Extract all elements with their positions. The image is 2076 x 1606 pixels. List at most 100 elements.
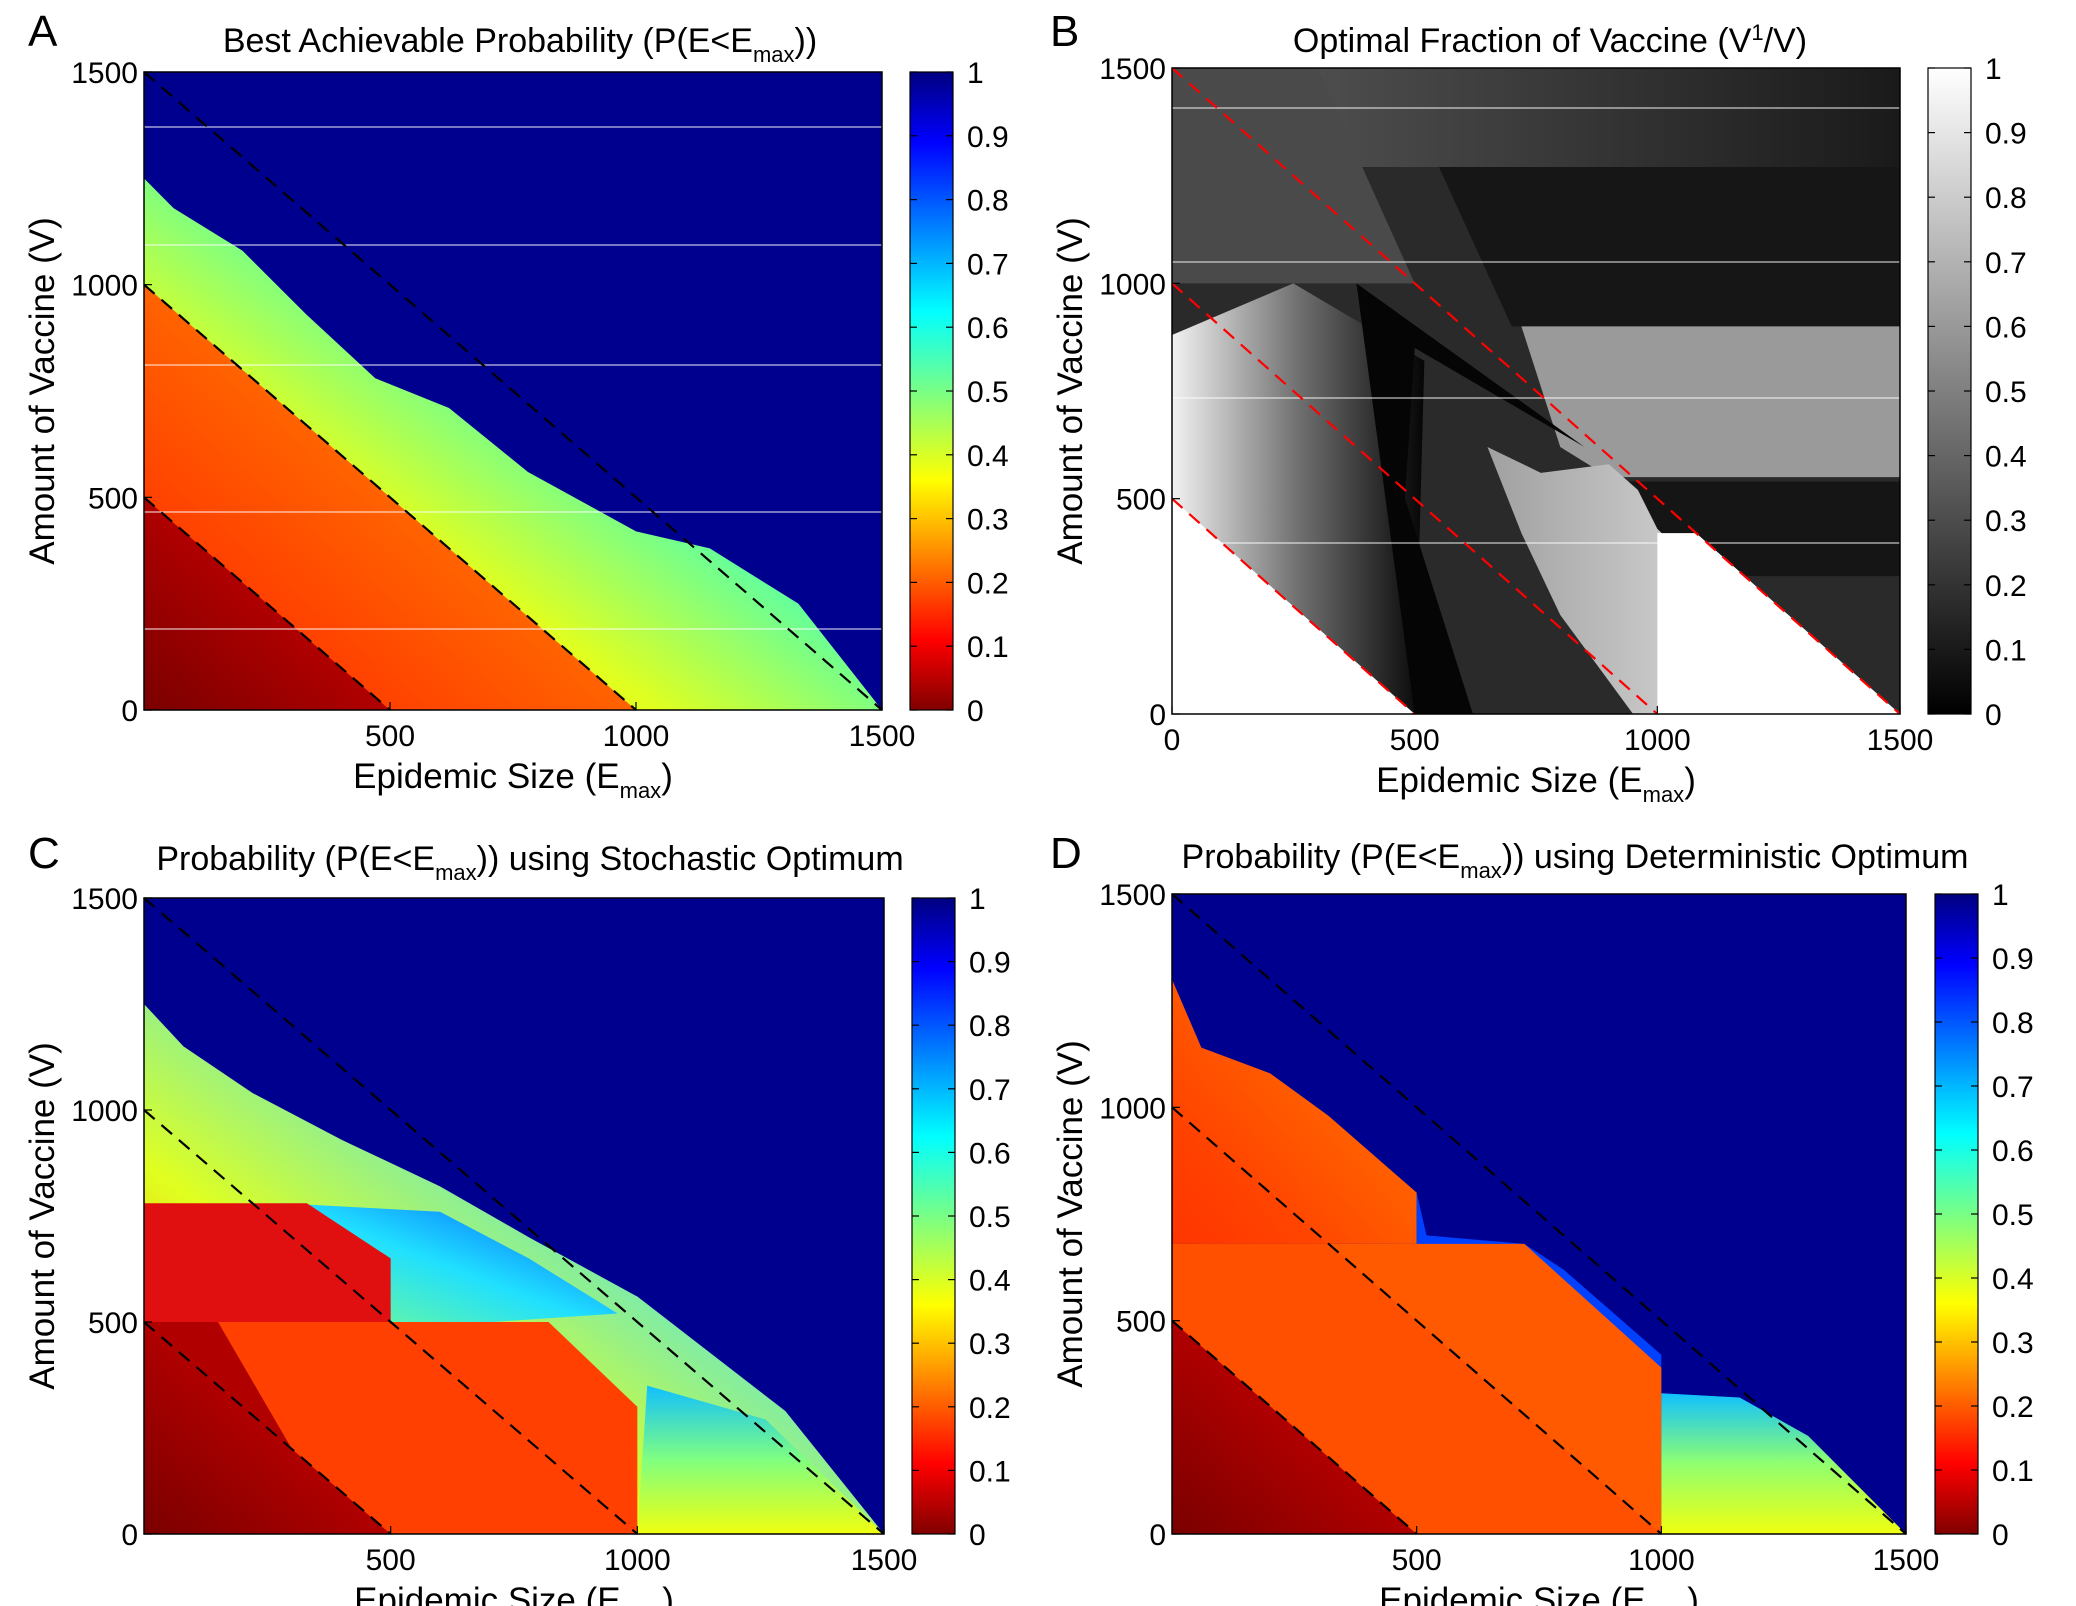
colorbar-tick-label: 0.9 — [1992, 943, 2034, 976]
colorbar-tick-label: 0.7 — [969, 1074, 1011, 1107]
colorbar-tick-label: 0.4 — [1985, 441, 2027, 474]
x-axis-label: Epidemic Size (Emax) — [1379, 1581, 1699, 1606]
colorbar-tick-label: 0 — [1992, 1519, 2009, 1552]
x-tick-label: 1500 — [849, 720, 916, 753]
axes-frame — [1171, 67, 1901, 715]
x-tick-label: 1000 — [603, 720, 670, 753]
colorbar-tick-label: 0.3 — [967, 504, 1009, 537]
panel-d: D Probability (P(E<Emax)) using Determini… — [1050, 829, 2034, 1606]
y-tick-label: 1500 — [1099, 879, 1166, 912]
panel-letter: D — [1050, 829, 1082, 878]
reference-line-2 — [1171, 282, 1659, 715]
colorbar-tick-label: 1 — [1985, 53, 2002, 86]
colorbar-tick-label: 0.1 — [1985, 634, 2027, 667]
colorbar — [911, 897, 956, 1535]
colorbar-tick-label: 0.4 — [969, 1265, 1011, 1298]
x-tick-label: 0 — [1164, 724, 1181, 757]
panel-b: B Optimal Fraction of Vaccine (V1/V) 0 0.1 0… — [1050, 7, 2027, 807]
colorbar-tick-label: 0.3 — [1992, 1327, 2034, 1360]
reference-line-3 — [1171, 67, 1901, 715]
panel-letter: A — [28, 7, 58, 56]
reference-line-3 — [143, 897, 885, 1535]
colorbar-tick-label: 0.6 — [1985, 311, 2027, 344]
colorbar-tick-label: 0.6 — [1992, 1135, 2034, 1168]
reference-line-2 — [143, 283, 637, 711]
axes-frame — [143, 71, 883, 711]
colorbar-tick-label: 1 — [967, 57, 984, 90]
x-tick-label: 500 — [365, 720, 415, 753]
x-tick-label: 1000 — [1624, 724, 1691, 757]
region-yellow-strip — [637, 1385, 884, 1534]
reference-line-2 — [143, 1109, 639, 1535]
region-upper-left — [1172, 979, 1417, 1244]
y-tick-label: 1500 — [71, 883, 138, 916]
colorbar-tick-label: 0.5 — [1985, 376, 2027, 409]
reference-line-3 — [143, 71, 883, 711]
colorbar-tick-label: 0.6 — [969, 1137, 1011, 1170]
panel-title-a: Best Achievable Probability (P(E<Emax)) — [223, 22, 817, 67]
x-axis-label: Epidemic Size (Emax) — [1376, 761, 1696, 807]
colorbar-tick-label: 0.4 — [967, 440, 1009, 473]
y-tick-label: 0 — [1149, 1519, 1166, 1552]
colorbar-tick-label: 0.9 — [1985, 118, 2027, 151]
x-tick-label: 500 — [1392, 1544, 1442, 1577]
y-tick-label: 1000 — [71, 270, 138, 303]
y-axis-label: Amount of Vaccine (V) — [23, 217, 62, 565]
band-top — [1172, 68, 1900, 168]
reference-line-1 — [1171, 1319, 1418, 1535]
colorbar-tick-label: 0.2 — [969, 1392, 1011, 1425]
panel-letter: C — [28, 829, 60, 878]
colorbar-tick-label: 0.5 — [967, 376, 1009, 409]
colorbar-tick-label: 0.5 — [1992, 1199, 2034, 1232]
y-tick-label: 500 — [1116, 1306, 1166, 1339]
colorbar-tick-label: 0.8 — [967, 185, 1009, 218]
x-tick-label: 500 — [366, 1544, 416, 1577]
x-tick-label: 500 — [1390, 724, 1440, 757]
colorbar-tick-label: 0.4 — [1992, 1263, 2034, 1296]
colorbar-tick-label: 0.9 — [967, 121, 1009, 154]
reference-line-1 — [143, 496, 391, 711]
colorbar-tick-label: 0 — [969, 1519, 986, 1552]
x-tick-label: 1000 — [1628, 1544, 1695, 1577]
colorbar-tick-label: 0.5 — [969, 1201, 1011, 1234]
y-tick-label: 0 — [121, 1519, 138, 1552]
colorbar-tick-label: 0.3 — [969, 1328, 1011, 1361]
colorbar-tick-label: 1 — [969, 883, 986, 916]
colorbar — [909, 71, 954, 711]
y-tick-label: 1500 — [71, 57, 138, 90]
reference-line-1 — [1171, 497, 1416, 715]
y-tick-label: 1000 — [1099, 268, 1166, 301]
region-yellow-strip — [1661, 1393, 1906, 1534]
colorbar-tick-label: 0.2 — [1992, 1391, 2034, 1424]
colorbar-tick-label: 0.1 — [969, 1455, 1011, 1488]
colorbar-tick-label: 0.7 — [967, 248, 1009, 281]
band-dark — [1438, 167, 1900, 327]
colorbar-tick-label: 0.2 — [967, 567, 1009, 600]
reference-line-3 — [1171, 893, 1907, 1535]
colorbar-tick-label: 0.7 — [1992, 1071, 2034, 1104]
panel-a: A Best Achievable Probability (P(E<Emax))… — [23, 7, 1009, 803]
plateau-upper — [144, 1203, 391, 1322]
y-tick-label: 1000 — [1099, 1092, 1166, 1125]
region-white — [1657, 533, 1900, 714]
y-tick-label: 1500 — [1099, 53, 1166, 86]
panel-title-d: Probability (P(E<Emax)) using Determinis… — [1182, 838, 1969, 883]
colorbar — [1927, 67, 1972, 715]
colorbar-tick-label: 0.8 — [1992, 1007, 2034, 1040]
y-tick-label: 500 — [1116, 484, 1166, 517]
y-axis-label: Amount of Vaccine (V) — [23, 1042, 62, 1390]
y-tick-label: 500 — [88, 482, 138, 515]
colorbar-tick-label: 0.6 — [967, 312, 1009, 345]
y-tick-label: 0 — [121, 695, 138, 728]
y-tick-label: 1000 — [71, 1095, 138, 1128]
region-black-wedge — [1356, 283, 1585, 714]
panel-c: C Probability (P(E<Emax)) using Stochasti… — [23, 829, 1011, 1606]
band-light — [1521, 326, 1900, 478]
panel-title-b: Optimal Fraction of Vaccine (V1/V) — [1293, 20, 1807, 60]
x-tick-label: 1500 — [851, 1544, 918, 1577]
colorbar-tick-label: 0 — [1985, 699, 2002, 732]
x-axis-label: Epidemic Size (Emax) — [353, 757, 673, 803]
colorbar-tick-label: 1 — [1992, 879, 2009, 912]
x-axis-label: Epidemic Size (Emax) — [354, 1581, 674, 1606]
